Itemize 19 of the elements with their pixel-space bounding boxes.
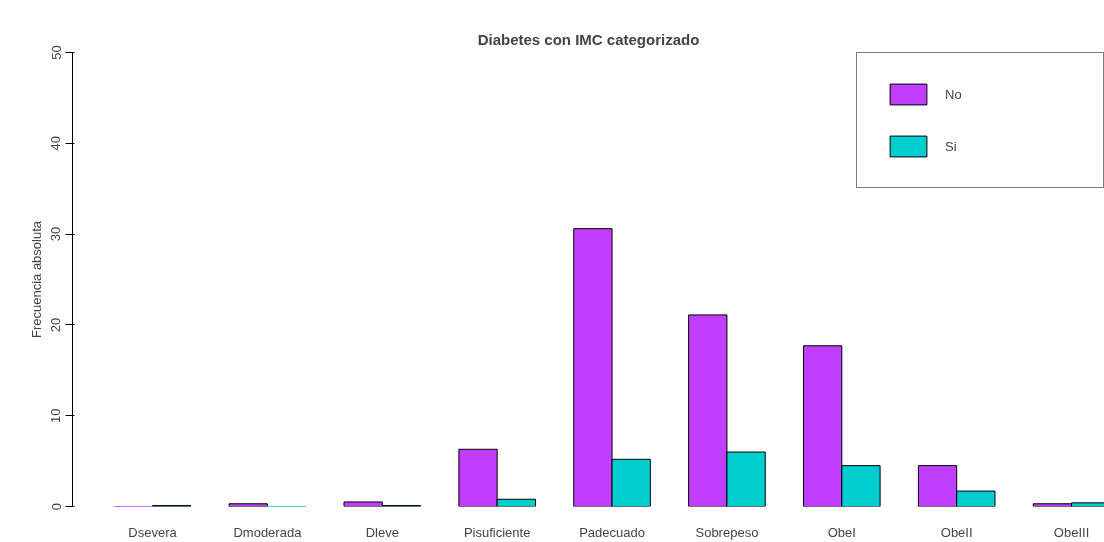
x-tick-label: ObeI [827,524,856,540]
y-tick-label: 10 [48,408,64,423]
x-tick-label: Padecuado [579,524,645,540]
y-tick-label: 0 [48,502,64,511]
y-tick-label: 40 [48,136,64,151]
legend-label: Si [945,138,958,154]
y-tick-label: 20 [48,317,64,333]
x-tick-label: ObeII [940,524,973,540]
x-tick-label: ObeIII [1053,524,1090,540]
x-tick-label: Dleve [365,524,399,540]
x-tick-label: Dsevera [128,524,178,540]
x-tick-label: Dmoderada [233,524,303,540]
y-tick-label: 50 [48,45,64,60]
chart-title: Diabetes con IMC categorizado [477,30,700,48]
legend-label: No [945,86,963,102]
x-tick-label: Pisuficiente [463,524,531,540]
y-axis-title: Frecuencia absoluta [28,220,44,339]
x-tick-label: Sobrepeso [695,524,759,540]
y-tick-label: 30 [48,226,64,242]
